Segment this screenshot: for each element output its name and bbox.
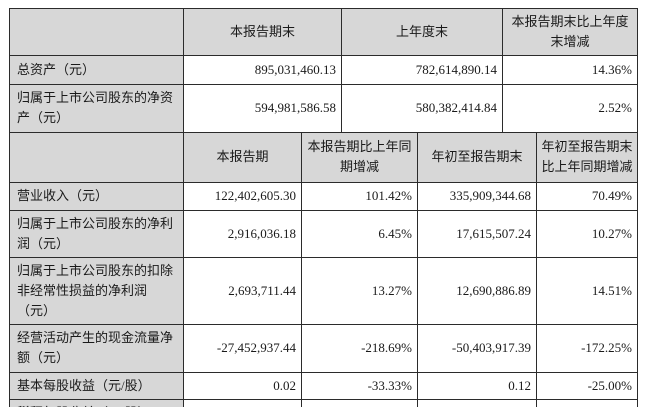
column-header: 上年度末 <box>341 7 503 57</box>
cell-value: -27,452,937.44 <box>183 324 302 373</box>
table-row: 归属于上市公司股东的净利润（元） 2,916,036.18 6.45% 17,615,… <box>9 209 638 258</box>
header-row: 本报告期末 上年度末 本报告期末比上年度末增减 <box>9 7 638 57</box>
key-financials-period-table: 本报告期 本报告期比上年同期增减 年初至报告期末 年初至报告期末比上年同期增减 营业收… <box>9 131 638 407</box>
cell-value: 782,614,890.14 <box>341 55 503 86</box>
column-header: 本报告期比上年同期增减 <box>301 131 418 183</box>
cell-value: -33.33% <box>301 398 418 407</box>
cell-value: -25.00% <box>536 371 638 400</box>
column-header: 年初至报告期末比上年同期增减 <box>536 131 638 183</box>
row-label: 归属于上市公司股东的净利润（元） <box>9 209 184 258</box>
cell-value: 122,402,605.30 <box>183 181 302 211</box>
row-label: 稀释每股收益（元/股） <box>9 398 184 407</box>
cell-value: 2,693,711.44 <box>183 256 302 326</box>
row-label: 总资产（元） <box>9 55 184 86</box>
table-row: 营业收入（元） 122,402,605.30 101.42% 335,909,344.… <box>9 181 638 211</box>
cell-value: 12,690,886.89 <box>417 256 537 326</box>
row-label: 基本每股收益（元/股） <box>9 371 184 400</box>
cell-value: 2,916,036.18 <box>183 209 302 258</box>
cell-value: 17,615,507.24 <box>417 209 537 258</box>
cell-value: 13.27% <box>301 256 418 326</box>
key-financials-period-end-table: 本报告期末 上年度末 本报告期末比上年度末增减 总资产（元） 895,031,460.… <box>9 7 638 133</box>
cell-value: 335,909,344.68 <box>417 181 537 211</box>
cell-value: 14.36% <box>502 55 638 86</box>
column-header: 年初至报告期末 <box>417 131 537 183</box>
row-label: 归属于上市公司股东的净资产（元） <box>9 84 184 133</box>
cell-value: 0.02 <box>183 371 302 400</box>
header-row: 本报告期 本报告期比上年同期增减 年初至报告期末 年初至报告期末比上年同期增减 <box>9 131 638 183</box>
table-row: 归属于上市公司股东的净资产（元） 594,981,586.58 580,382,41… <box>9 84 638 133</box>
row-label: 归属于上市公司股东的扣除非经常性损益的净利润（元） <box>9 256 184 326</box>
row-label: 经营活动产生的现金流量净额（元） <box>9 324 184 373</box>
cell-value: 2.52% <box>502 84 638 133</box>
table-row: 基本每股收益（元/股） 0.02 -33.33% 0.12 -25.00% <box>9 371 638 400</box>
cell-value: -172.25% <box>536 324 638 373</box>
row-label: 营业收入（元） <box>9 181 184 211</box>
cell-value: -33.33% <box>301 371 418 400</box>
cell-value: -50,403,917.39 <box>417 324 537 373</box>
cell-value: 895,031,460.13 <box>183 55 342 86</box>
table-row: 经营活动产生的现金流量净额（元） -27,452,937.44 -218.69% -5… <box>9 324 638 373</box>
cell-value: 101.42% <box>301 181 418 211</box>
cell-value: 70.49% <box>536 181 638 211</box>
column-header: 本报告期末比上年度末增减 <box>502 7 638 57</box>
column-header: 本报告期 <box>183 131 302 183</box>
cell-value: 0.12 <box>417 371 537 400</box>
corner-cell <box>9 7 184 57</box>
table-row: 稀释每股收益（元/股）0.02-33.33%0.12-25.00% <box>9 398 638 407</box>
column-header: 本报告期末 <box>183 7 342 57</box>
table-row: 总资产（元） 895,031,460.13 782,614,890.14 14.36% <box>9 55 638 86</box>
cell-value: -218.69% <box>301 324 418 373</box>
cell-value: 0.02 <box>183 398 302 407</box>
cell-value: 6.45% <box>301 209 418 258</box>
cell-value: -25.00% <box>536 398 638 407</box>
corner-cell <box>9 131 184 183</box>
cell-value: 594,981,586.58 <box>183 84 342 133</box>
cell-value: 0.12 <box>417 398 537 407</box>
table-row: 归属于上市公司股东的扣除非经常性损益的净利润（元） 2,693,711.44 13.… <box>9 256 638 326</box>
cell-value: 10.27% <box>536 209 638 258</box>
cell-value: 14.51% <box>536 256 638 326</box>
cell-value: 580,382,414.84 <box>341 84 503 133</box>
